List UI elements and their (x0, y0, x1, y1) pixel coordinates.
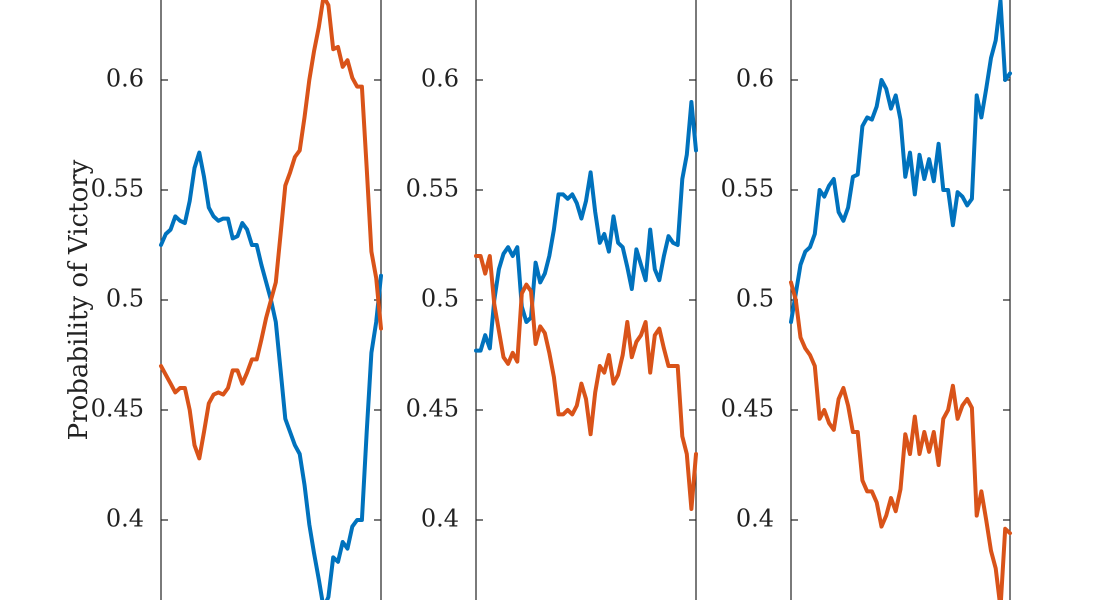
y-tick-label: 0.5 (736, 285, 774, 313)
y-tick-label: 0.4 (736, 505, 774, 533)
series-blue-line (789, 0, 1012, 324)
series-orange-line (789, 280, 1012, 600)
series-orange-line (474, 254, 698, 511)
series-orange-line (159, 0, 383, 461)
y-tick-label: 0.45 (91, 395, 144, 423)
panel-3: 0.4 0.45 0.5 0.55 0.6 (721, 0, 1012, 600)
y-tick-label: 0.55 (406, 175, 459, 203)
panel-2: 0.4 0.45 0.5 0.55 0.6 (406, 0, 698, 600)
y-tick-label: 0.45 (721, 395, 774, 423)
y-tick-label: 0.55 (91, 175, 144, 203)
y-tick-label: 0.45 (406, 395, 459, 423)
y-tick-label: 0.55 (721, 175, 774, 203)
y-tick-label: 0.4 (106, 505, 144, 533)
y-axis-label: Probability of Victory (64, 159, 94, 440)
panel-1: 0.4 0.45 0.5 0.55 0.6 (91, 0, 383, 600)
y-tick-label: 0.5 (421, 285, 459, 313)
y-tick-label: 0.6 (421, 65, 459, 93)
series-blue-line (159, 150, 383, 600)
series-blue-line (474, 100, 698, 353)
y-tick-label: 0.6 (106, 65, 144, 93)
y-tick-label: 0.6 (736, 65, 774, 93)
y-tick-label: 0.4 (421, 505, 459, 533)
y-tick-label: 0.5 (106, 285, 144, 313)
